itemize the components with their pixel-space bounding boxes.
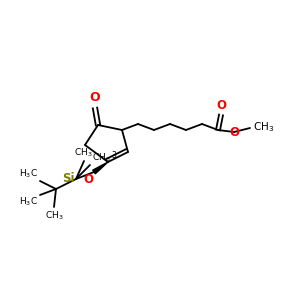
Text: Si: Si xyxy=(62,172,75,184)
Text: O: O xyxy=(90,91,100,104)
Text: H$_3$C: H$_3$C xyxy=(19,167,38,180)
Text: O: O xyxy=(216,99,226,112)
Polygon shape xyxy=(93,162,108,174)
Text: O: O xyxy=(83,173,93,186)
Text: CH$_3$: CH$_3$ xyxy=(74,146,92,159)
Text: 3: 3 xyxy=(111,151,116,160)
Text: H$_3$C: H$_3$C xyxy=(19,196,38,208)
Text: O: O xyxy=(229,125,239,139)
Text: CH$_3$: CH$_3$ xyxy=(45,209,63,221)
Text: CH$_3$: CH$_3$ xyxy=(92,152,111,164)
Text: CH$_3$: CH$_3$ xyxy=(253,120,274,134)
